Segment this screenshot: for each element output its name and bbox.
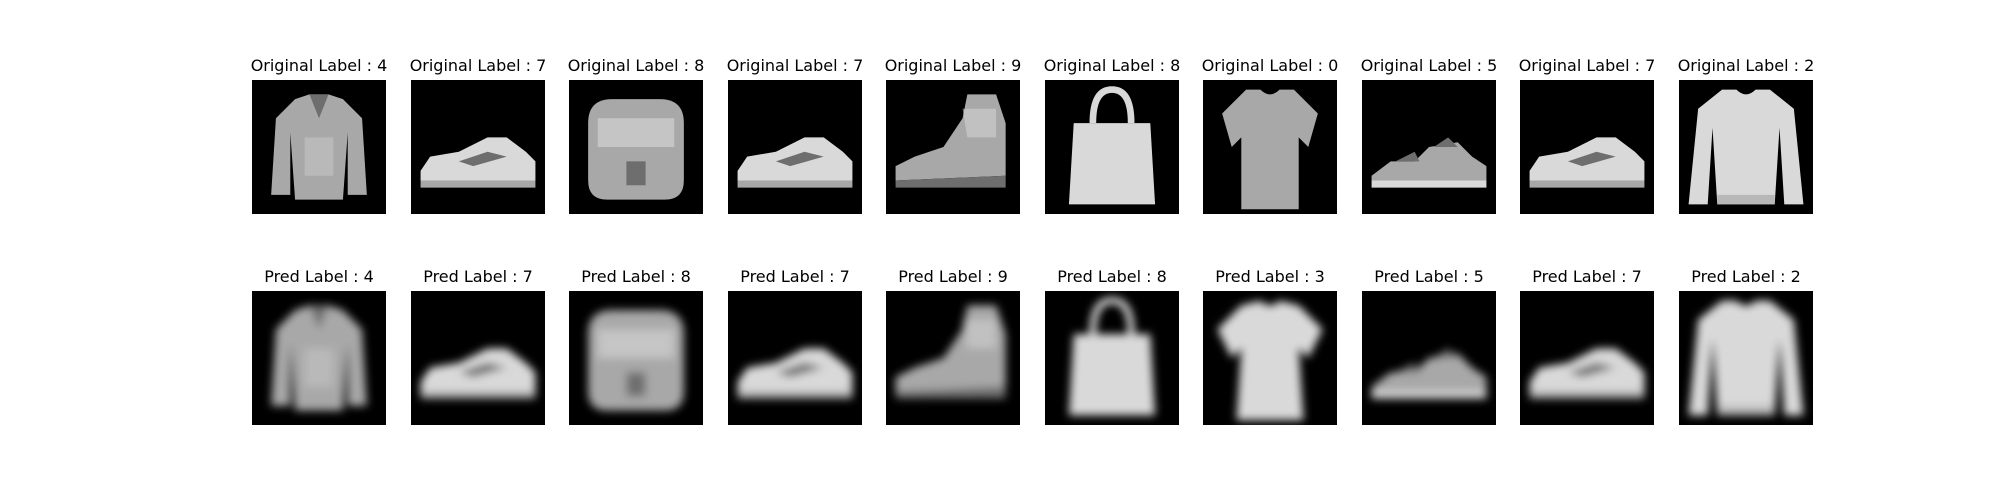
pred-label-title: Pred Label : 7 [740,267,850,286]
bag-image [569,80,703,214]
original-label-title: Original Label : 7 [409,56,547,75]
sneaker-image [1520,291,1654,425]
sneaker-image [411,291,545,425]
pullover-image [1679,80,1813,214]
original-label-title: Original Label : 2 [1677,56,1815,75]
pred-panel: Pred Label : 3 [1203,267,1337,427]
original-panel: Original Label : 7 [410,56,546,216]
pred-label-title: Pred Label : 9 [898,267,1008,286]
pred-panel: Pred Label : 4 [252,267,386,427]
sandal-image [1362,291,1496,425]
original-label-title: Original Label : 4 [250,56,388,75]
original-label-title: Original Label : 9 [884,56,1022,75]
dress-image [1203,291,1337,425]
original-panel: Original Label : 8 [1044,56,1180,216]
pred-label-title: Pred Label : 8 [1057,267,1167,286]
original-label-title: Original Label : 8 [567,56,705,75]
pullover-image [1679,291,1813,425]
pred-panel: Pred Label : 7 [728,267,862,427]
pred-label-title: Pred Label : 7 [1532,267,1642,286]
handbag-image [1045,291,1179,425]
pred-panel: Pred Label : 5 [1362,267,1496,427]
pred-panel: Pred Label : 2 [1679,267,1813,427]
original-label-title: Original Label : 7 [726,56,864,75]
pred-label-title: Pred Label : 5 [1374,267,1484,286]
original-label-title: Original Label : 7 [1518,56,1656,75]
pred-label-title: Pred Label : 8 [581,267,691,286]
pred-panel: Pred Label : 7 [1520,267,1654,427]
sneaker-image [728,80,862,214]
sandal-image [1362,80,1496,214]
coat-image [252,291,386,425]
sneaker-image [411,80,545,214]
pred-label-title: Pred Label : 4 [264,267,374,286]
pred-label-title: Pred Label : 3 [1215,267,1325,286]
original-panel: Original Label : 4 [251,56,387,216]
original-panel: Original Label : 5 [1361,56,1497,216]
original-panel: Original Label : 7 [727,56,863,216]
pred-panel: Pred Label : 9 [886,267,1020,427]
pred-panel: Pred Label : 7 [411,267,545,427]
original-panel: Original Label : 9 [885,56,1021,216]
original-panel: Original Label : 7 [1519,56,1655,216]
tshirt-image [1203,80,1337,214]
original-label-title: Original Label : 0 [1201,56,1339,75]
original-label-title: Original Label : 5 [1360,56,1498,75]
original-panel: Original Label : 0 [1202,56,1338,216]
pred-label-title: Pred Label : 7 [423,267,533,286]
original-label-title: Original Label : 8 [1043,56,1181,75]
sneaker-image [728,291,862,425]
coat-image [252,80,386,214]
original-panel: Original Label : 8 [568,56,704,216]
pred-panel: Pred Label : 8 [1045,267,1179,427]
handbag-image [1045,80,1179,214]
pred-label-title: Pred Label : 2 [1691,267,1801,286]
original-panel: Original Label : 2 [1678,56,1814,216]
sneaker-image [1520,80,1654,214]
bag-image [569,291,703,425]
pred-panel: Pred Label : 8 [569,267,703,427]
ankle-boot-image [886,80,1020,214]
ankle-boot-image [886,291,1020,425]
